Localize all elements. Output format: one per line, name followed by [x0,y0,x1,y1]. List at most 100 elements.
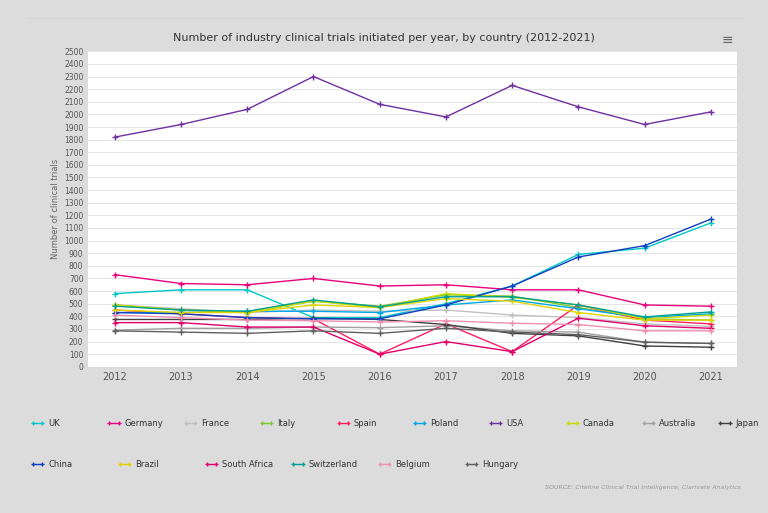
Japan [508,330,517,337]
China [243,314,252,321]
UK [375,314,384,321]
Canada [707,312,716,318]
Italy [508,293,517,299]
Germany [707,303,716,309]
Text: China: China [48,460,72,469]
Line: USA: USA [112,74,713,140]
Line: UK: UK [112,220,713,320]
Brazil [442,295,451,302]
UK [309,314,318,321]
South Africa [110,320,119,326]
Hungary [707,340,716,346]
Brazil [309,302,318,308]
Germany [177,281,186,287]
Germany [574,287,583,293]
South Africa [508,348,517,354]
Belgium [375,319,384,325]
Poland [309,308,318,314]
South Africa [309,324,318,330]
Japan [442,322,451,328]
Text: UK: UK [48,419,60,428]
Switzerland [508,293,517,300]
Text: Spain: Spain [354,419,377,428]
France [177,306,186,312]
Poland [574,306,583,312]
Germany [442,282,451,288]
Switzerland [243,308,252,314]
Germany [309,275,318,282]
Line: Spain: Spain [112,302,713,357]
Text: USA: USA [507,419,524,428]
France [442,307,451,313]
USA [442,114,451,120]
Australia [442,323,451,329]
France [707,323,716,329]
Australia [177,325,186,331]
Brazil [640,317,649,323]
South Africa [574,315,583,321]
Brazil [574,309,583,315]
Text: Switzerland: Switzerland [309,460,358,469]
Line: Belgium: Belgium [112,312,713,333]
China [442,302,451,308]
USA [375,101,384,107]
Switzerland [177,307,186,313]
South Africa [243,324,252,330]
Text: Brazil: Brazil [135,460,159,469]
Germany [243,282,252,288]
Line: Japan: Japan [112,315,713,350]
Japan [375,317,384,323]
Australia [375,325,384,331]
Spain [508,348,517,354]
Canada [574,302,583,308]
Italy [707,317,716,323]
Line: Hungary: Hungary [112,326,713,346]
USA [309,73,318,80]
China [110,309,119,315]
France [508,312,517,318]
Switzerland [309,297,318,303]
Switzerland [574,302,583,308]
South Africa [707,325,716,331]
Canada [309,298,318,304]
Hungary [177,329,186,335]
Line: France: France [112,302,713,329]
Canada [508,294,517,301]
Japan [243,317,252,323]
Belgium [309,318,318,324]
Italy [574,304,583,310]
Canada [110,302,119,308]
Australia [574,329,583,335]
Canada [243,309,252,315]
Italy [110,302,119,308]
Italy [375,303,384,309]
Brazil [110,307,119,313]
China [707,216,716,222]
China [574,254,583,260]
China [309,316,318,322]
Spain [375,351,384,357]
Australia [243,325,252,331]
Poland [243,308,252,314]
Poland [508,297,517,303]
Italy [177,307,186,313]
Hungary [640,339,649,345]
USA [508,82,517,88]
UK [177,287,186,293]
Text: Japan: Japan [736,419,760,428]
Text: South Africa: South Africa [222,460,273,469]
Switzerland [640,314,649,320]
Canada [375,304,384,310]
Germany [508,287,517,293]
Hungary [309,328,318,334]
Line: Australia: Australia [112,323,713,346]
Text: SOURCE: Citeline Clinical Trial Intelligence, Clarivate Analytics: SOURCE: Citeline Clinical Trial Intellig… [545,485,741,490]
Line: China: China [112,216,713,322]
Spain [110,307,119,313]
Italy [243,309,252,315]
Spain [707,321,716,327]
Spain [243,314,252,321]
Italy [442,292,451,298]
Poland [640,314,649,321]
UK [110,290,119,297]
